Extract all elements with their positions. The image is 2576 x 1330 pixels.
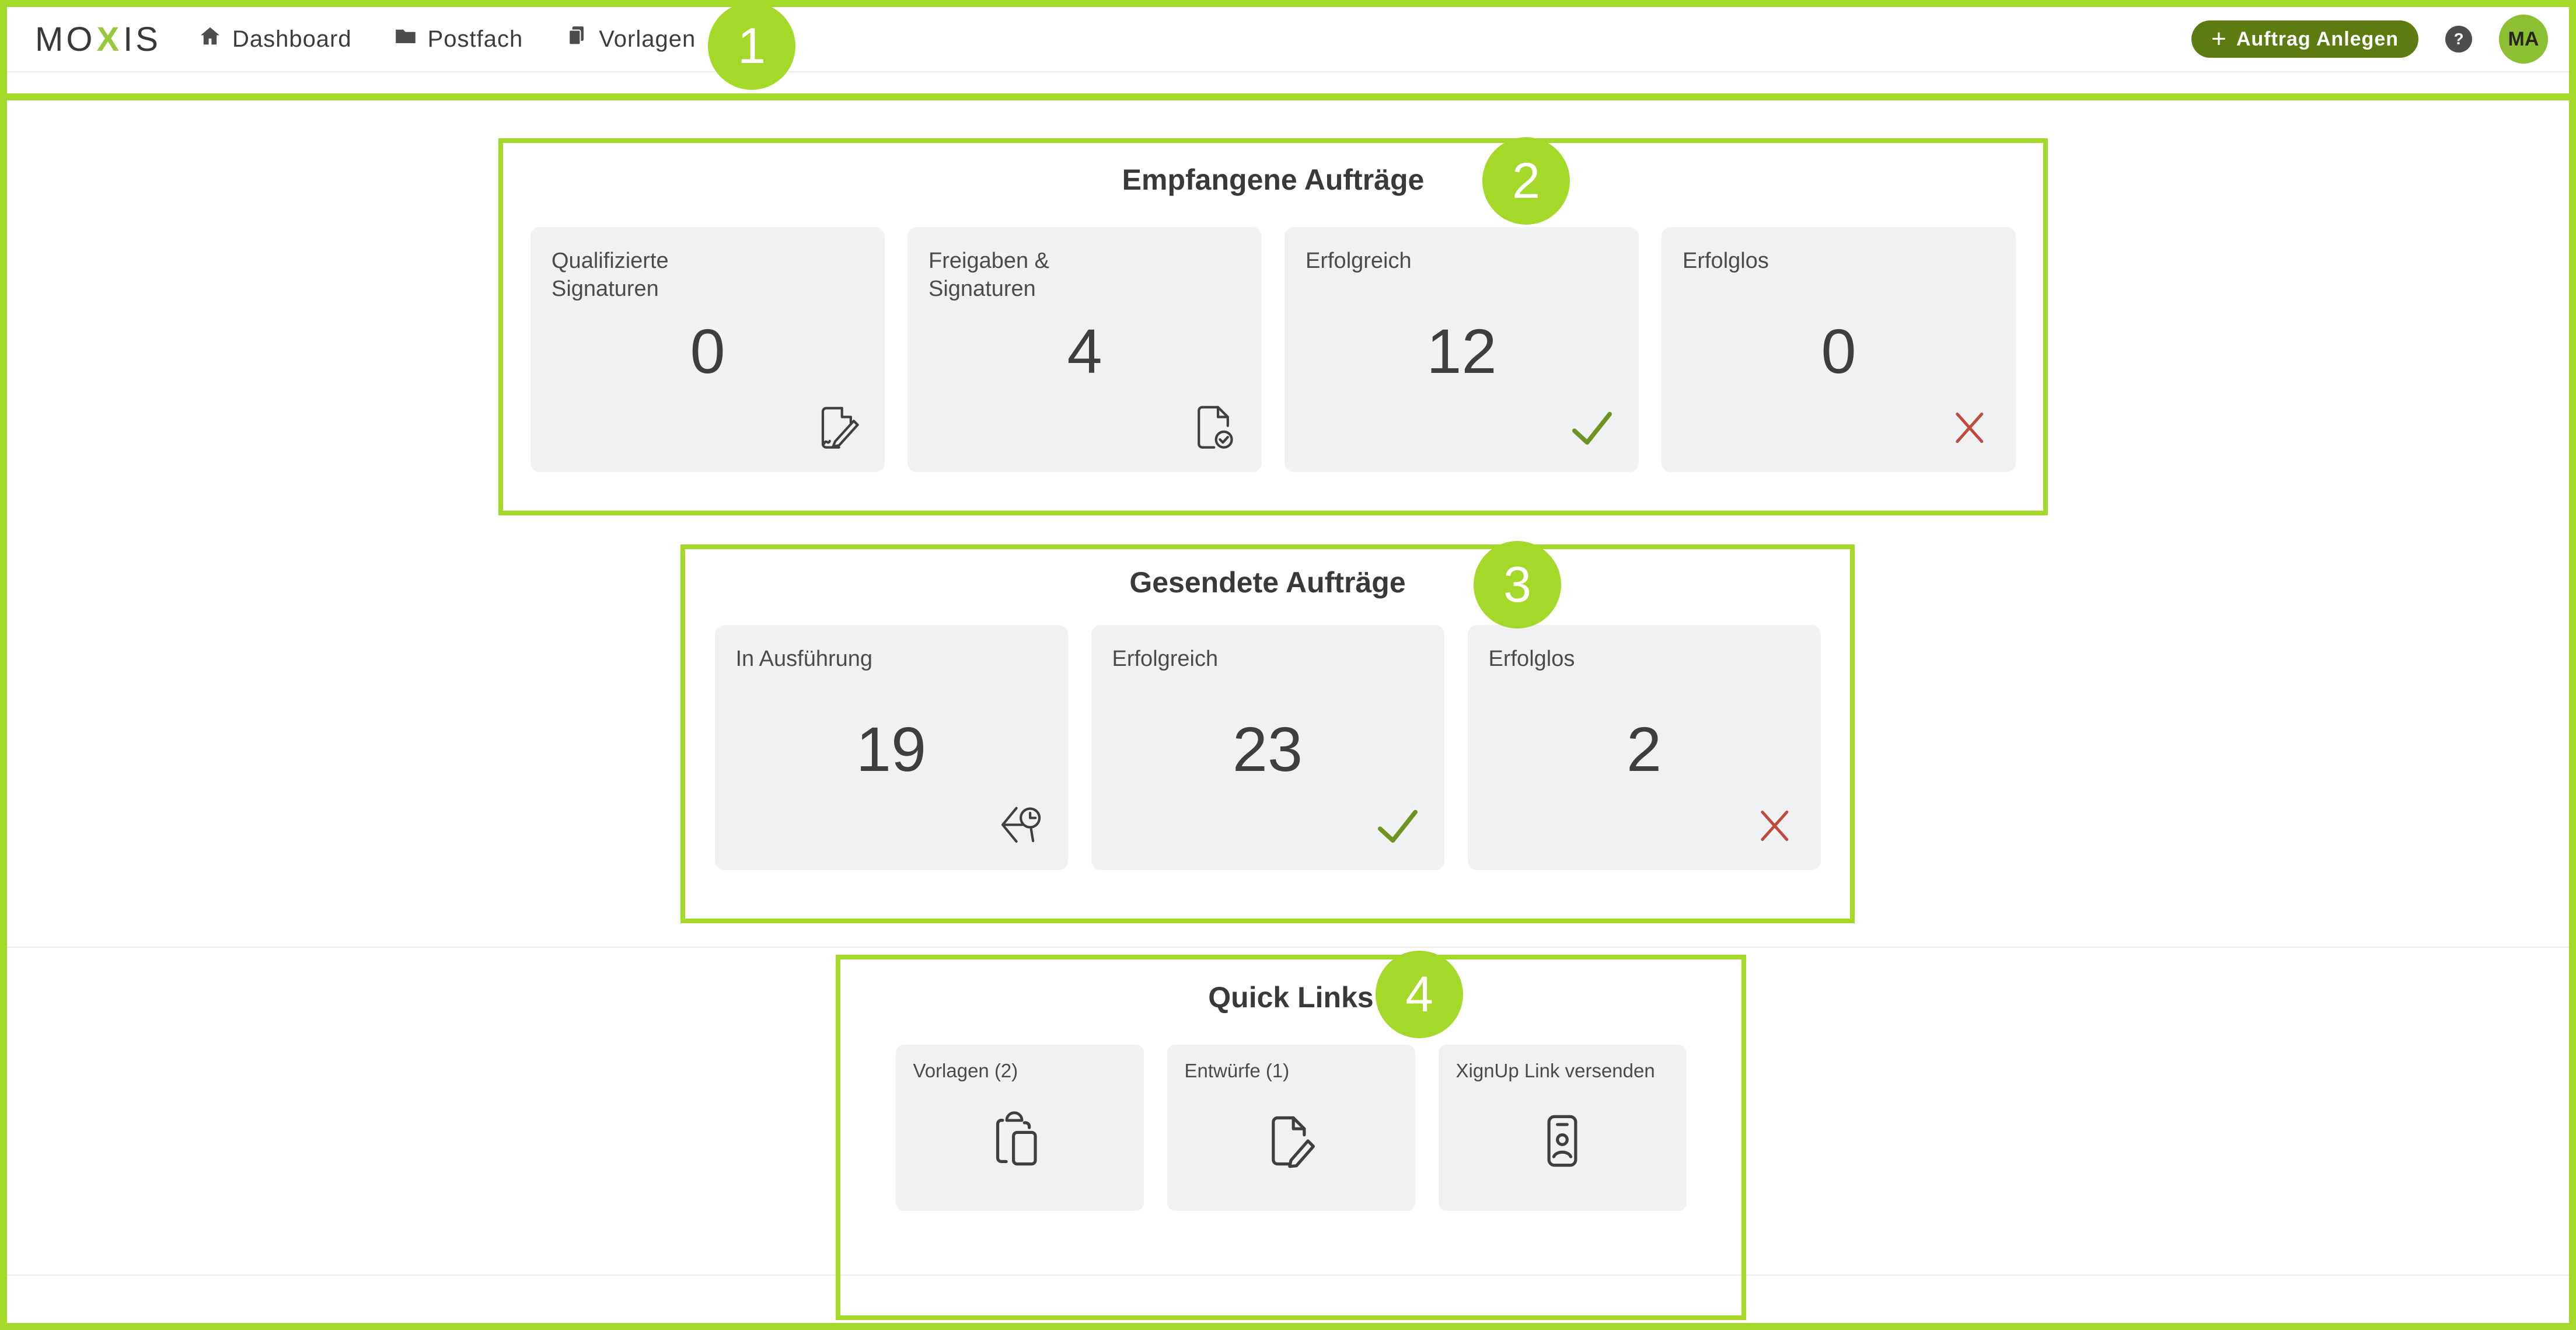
annotation-line-navbar-bottom — [0, 93, 2576, 100]
quick-links-section-title: Quick Links — [1208, 981, 1374, 1014]
nav-item-dashboard[interactable]: Dashboard — [198, 25, 352, 54]
templates-copy-icon — [989, 1111, 1050, 1171]
navbar-bottom-divider — [7, 71, 2569, 72]
quick-links-cards-row: Vorlagen (2) Entwürfe (1) — [840, 1045, 1741, 1211]
sent-cards-row: In Ausführung 19 Erfolgreich 23 — [685, 625, 1850, 870]
logo-x-glyph: X — [96, 20, 123, 58]
quick-links-top-divider — [7, 947, 2569, 948]
quick-link-xignup[interactable]: XignUp Link versenden — [1438, 1045, 1687, 1211]
question-mark-icon: ? — [2453, 30, 2464, 48]
navbar-actions: + Auftrag Anlegen ? MA — [2191, 15, 2548, 64]
id-badge-icon — [1532, 1111, 1593, 1171]
annotation-marker-2: 2 — [1482, 137, 1570, 225]
checkmark-icon — [1373, 801, 1422, 850]
checkmark-icon — [1568, 403, 1617, 452]
received-section-title: Empfangene Aufträge — [1122, 163, 1425, 196]
annotation-number: 2 — [1512, 152, 1540, 209]
annotation-box-quick-links: Quick Links Vorlagen (2) Entwürfe (1) — [836, 955, 1746, 1320]
annotation-number: 4 — [1405, 966, 1433, 1022]
card-received-erfolgreich[interactable]: Erfolgreich 12 — [1284, 227, 1639, 472]
nav-item-label: Dashboard — [232, 26, 352, 52]
quick-link-vorlagen[interactable]: Vorlagen (2) — [895, 1045, 1144, 1211]
annotation-marker-4: 4 — [1376, 951, 1463, 1038]
annotation-marker-1: 1 — [708, 2, 795, 90]
card-label: Freigaben & Signaturen — [929, 249, 1050, 301]
help-button[interactable]: ? — [2445, 26, 2472, 53]
card-value: 12 — [1426, 316, 1497, 386]
quick-link-label: Vorlagen (2) — [913, 1060, 1018, 1081]
nav-item-label: Vorlagen — [599, 26, 696, 52]
card-received-erfolglos[interactable]: Erfolglos 0 — [1662, 227, 2016, 472]
card-value: 2 — [1626, 714, 1662, 784]
nav-item-label: Postfach — [427, 26, 523, 52]
quick-link-label: XignUp Link versenden — [1455, 1060, 1655, 1081]
card-label: Qualifizierte Signaturen — [551, 249, 669, 301]
quick-link-label: Entwürfe (1) — [1184, 1060, 1290, 1081]
card-value: 23 — [1232, 714, 1303, 784]
annotation-box-sent: Gesendete Aufträge In Ausführung 19 Erfo… — [680, 544, 1855, 923]
pages-icon — [565, 25, 588, 54]
logo-text-prefix: MO — [35, 20, 96, 58]
document-check-icon — [1191, 403, 1240, 452]
home-icon — [198, 25, 222, 54]
user-avatar[interactable]: MA — [2499, 15, 2548, 64]
nav-menu: Dashboard Postfach Vorlagen — [198, 25, 696, 54]
annotation-box-received: Empfangene Aufträge Qualifizierte Signat… — [498, 138, 2048, 515]
card-value: 4 — [1067, 316, 1102, 386]
moxis-logo[interactable]: MO X IS — [35, 20, 161, 59]
annotation-number: 1 — [738, 18, 766, 74]
received-cards-row: Qualifizierte Signaturen 0 Freigaben & S… — [503, 227, 2043, 472]
card-value: 0 — [690, 316, 725, 386]
card-value: 0 — [1821, 316, 1856, 386]
draft-edit-icon — [1261, 1111, 1321, 1171]
quick-link-entwuerfe[interactable]: Entwürfe (1) — [1167, 1045, 1415, 1211]
folder-icon — [394, 25, 417, 54]
card-label: Erfolgreich — [1306, 249, 1412, 273]
card-freigaben-signaturen[interactable]: Freigaben & Signaturen 4 — [907, 227, 1262, 472]
create-order-label: Auftrag Anlegen — [2236, 27, 2399, 50]
logo-text-suffix: IS — [123, 20, 161, 58]
nav-item-vorlagen[interactable]: Vorlagen — [565, 25, 696, 54]
sent-section-title: Gesendete Aufträge — [1129, 566, 1406, 599]
plus-icon: + — [2211, 25, 2227, 53]
top-navbar: MO X IS Dashboard Postfach — [7, 7, 2569, 71]
card-label: In Ausführung — [735, 647, 873, 671]
sign-document-icon — [814, 403, 863, 452]
card-label: Erfolglos — [1683, 249, 1769, 273]
card-sent-erfolgreich[interactable]: Erfolgreich 23 — [1091, 625, 1444, 870]
card-in-ausfuehrung[interactable]: In Ausführung 19 — [714, 625, 1068, 870]
card-label: Erfolgreich — [1112, 647, 1219, 671]
nav-item-postfach[interactable]: Postfach — [394, 25, 523, 54]
card-label: Erfolglos — [1488, 647, 1575, 671]
page-bottom-divider — [7, 1275, 2569, 1276]
avatar-initials: MA — [2508, 27, 2539, 50]
pending-clock-icon — [997, 801, 1046, 850]
create-order-button[interactable]: + Auftrag Anlegen — [2191, 20, 2418, 58]
annotation-marker-3: 3 — [1474, 541, 1561, 629]
card-value: 19 — [856, 714, 927, 784]
cross-icon — [1750, 801, 1799, 850]
annotation-number: 3 — [1503, 556, 1531, 613]
card-sent-erfolglos[interactable]: Erfolglos 2 — [1467, 625, 1821, 870]
cross-icon — [1945, 403, 1994, 452]
card-qualifizierte-signaturen[interactable]: Qualifizierte Signaturen 0 — [530, 227, 885, 472]
